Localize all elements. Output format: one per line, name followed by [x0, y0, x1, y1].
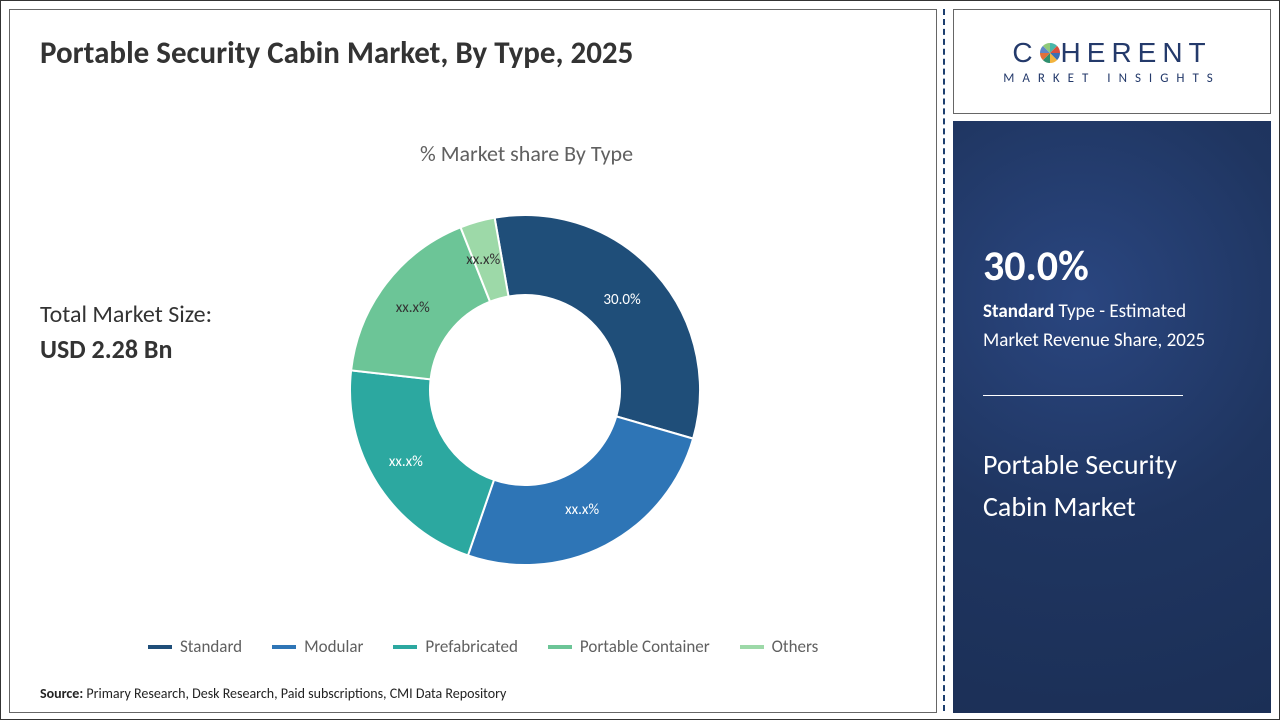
legend-swatch	[393, 645, 417, 649]
slice-label: xx.x%	[396, 299, 430, 317]
legend-label: Others	[772, 636, 819, 657]
divider-line	[943, 9, 945, 711]
main-panel: Portable Security Cabin Market, By Type,…	[9, 9, 937, 713]
donut-slice	[495, 215, 700, 439]
logo: C HERENT MARKET INSIGHTS	[1003, 37, 1221, 86]
legend-item: Prefabricated	[393, 636, 518, 657]
legend: Standard Modular Prefabricated Portable Con…	[148, 636, 818, 657]
source-line: Source: Primary Research, Desk Research,…	[40, 685, 506, 702]
legend-label: Modular	[304, 636, 363, 657]
side-desc: Standard Type - Estimated Market Revenue…	[983, 298, 1241, 355]
chart-subtitle: % Market share By Type	[420, 140, 633, 167]
legend-label: Prefabricated	[425, 636, 518, 657]
donut-svg	[320, 185, 730, 595]
source-text: Primary Research, Desk Research, Paid su…	[83, 685, 506, 702]
donut-chart: 30.0% xx.x% xx.x% xx.x% xx.x%	[320, 185, 730, 595]
logo-top: C HERENT	[1003, 37, 1221, 69]
legend-swatch	[740, 645, 764, 649]
legend-label: Standard	[180, 636, 242, 657]
side-market-name: Portable Security Cabin Market	[983, 444, 1241, 528]
logo-rest: HERENT	[1061, 37, 1212, 68]
logo-panel: C HERENT MARKET INSIGHTS	[953, 9, 1271, 114]
logo-spinner-icon	[1039, 39, 1061, 61]
market-size-label: Total Market Size:	[40, 300, 212, 329]
legend-item: Modular	[272, 636, 363, 657]
legend-item: Standard	[148, 636, 242, 657]
logo-letter-c: C	[1012, 37, 1038, 68]
chart-title: Portable Security Cabin Market, By Type,…	[40, 34, 633, 72]
slice-label: xx.x%	[389, 453, 423, 471]
legend-label: Portable Container	[580, 636, 710, 657]
legend-swatch	[548, 645, 572, 649]
source-label: Source:	[40, 685, 83, 702]
side-percent: 30.0%	[983, 241, 1241, 292]
legend-item: Others	[740, 636, 819, 657]
side-panel: 30.0% Standard Type - Estimated Market R…	[953, 121, 1271, 713]
market-size-value: USD 2.28 Bn	[40, 333, 212, 365]
slice-label: 30.0%	[603, 291, 640, 309]
legend-item: Portable Container	[548, 636, 710, 657]
side-desc-bold: Standard	[983, 300, 1054, 323]
market-size-block: Total Market Size: USD 2.28 Bn	[40, 300, 212, 365]
legend-swatch	[272, 645, 296, 649]
donut-slice	[468, 416, 693, 565]
legend-swatch	[148, 645, 172, 649]
side-divider	[983, 395, 1183, 396]
slice-label: xx.x%	[466, 251, 500, 269]
slice-label: xx.x%	[565, 501, 599, 519]
logo-bottom: MARKET INSIGHTS	[1003, 71, 1221, 86]
